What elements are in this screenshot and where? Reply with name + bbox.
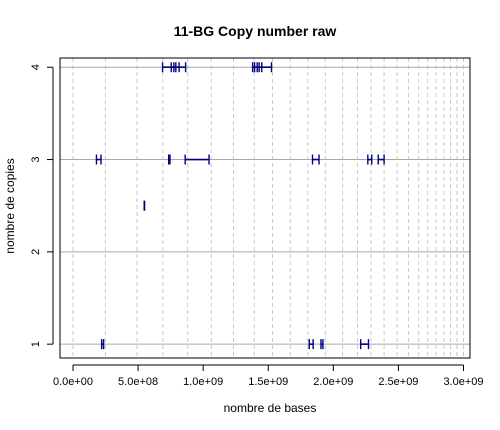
copy-number-segment (253, 62, 258, 73)
copy-number-segment (175, 62, 180, 73)
copy-number-segment (258, 62, 263, 73)
x-tick-label: 1.0e+09 (183, 376, 223, 388)
y-tick-label: 4 (30, 64, 42, 70)
copy-number-segment (100, 339, 105, 350)
copy-number-segment (308, 339, 314, 350)
y-axis: 1 2 3 4 (30, 64, 54, 347)
copy-number-segment (377, 154, 385, 165)
x-tick-label: 0.0e+00 (53, 376, 93, 388)
copy-number-segment (170, 62, 175, 73)
copy-number-segment (167, 154, 171, 165)
copy-number-segment (359, 339, 370, 350)
y-tick-label: 2 (30, 249, 42, 255)
copy-number-segment (320, 339, 324, 350)
x-tick-label: 2.0e+09 (313, 376, 353, 388)
y-tick-label: 3 (30, 156, 42, 162)
copy-number-segment (95, 154, 102, 165)
y-tick-label: 1 (30, 341, 42, 347)
x-axis: 0.0e+00 5.0e+08 1.0e+09 1.5e+09 2.0e+09 2.5e+… (53, 364, 484, 388)
plot-frame (59, 57, 471, 359)
x-tick-label: 5.0e+08 (118, 376, 158, 388)
x-axis-label: nombre de bases (224, 401, 317, 415)
copy-number-segment (311, 154, 320, 165)
copy-number-segment (367, 154, 373, 165)
data-segments (95, 62, 385, 350)
copy-number-segment (184, 154, 210, 165)
y-axis-label: nombre de copies (3, 158, 17, 253)
chart-title: 11-BG Copy number raw (174, 23, 337, 39)
vertical-grid (72, 58, 464, 358)
x-tick-label: 2.5e+09 (378, 376, 418, 388)
x-tick-label: 1.5e+09 (248, 376, 288, 388)
x-tick-label: 3.0e+09 (443, 376, 483, 388)
